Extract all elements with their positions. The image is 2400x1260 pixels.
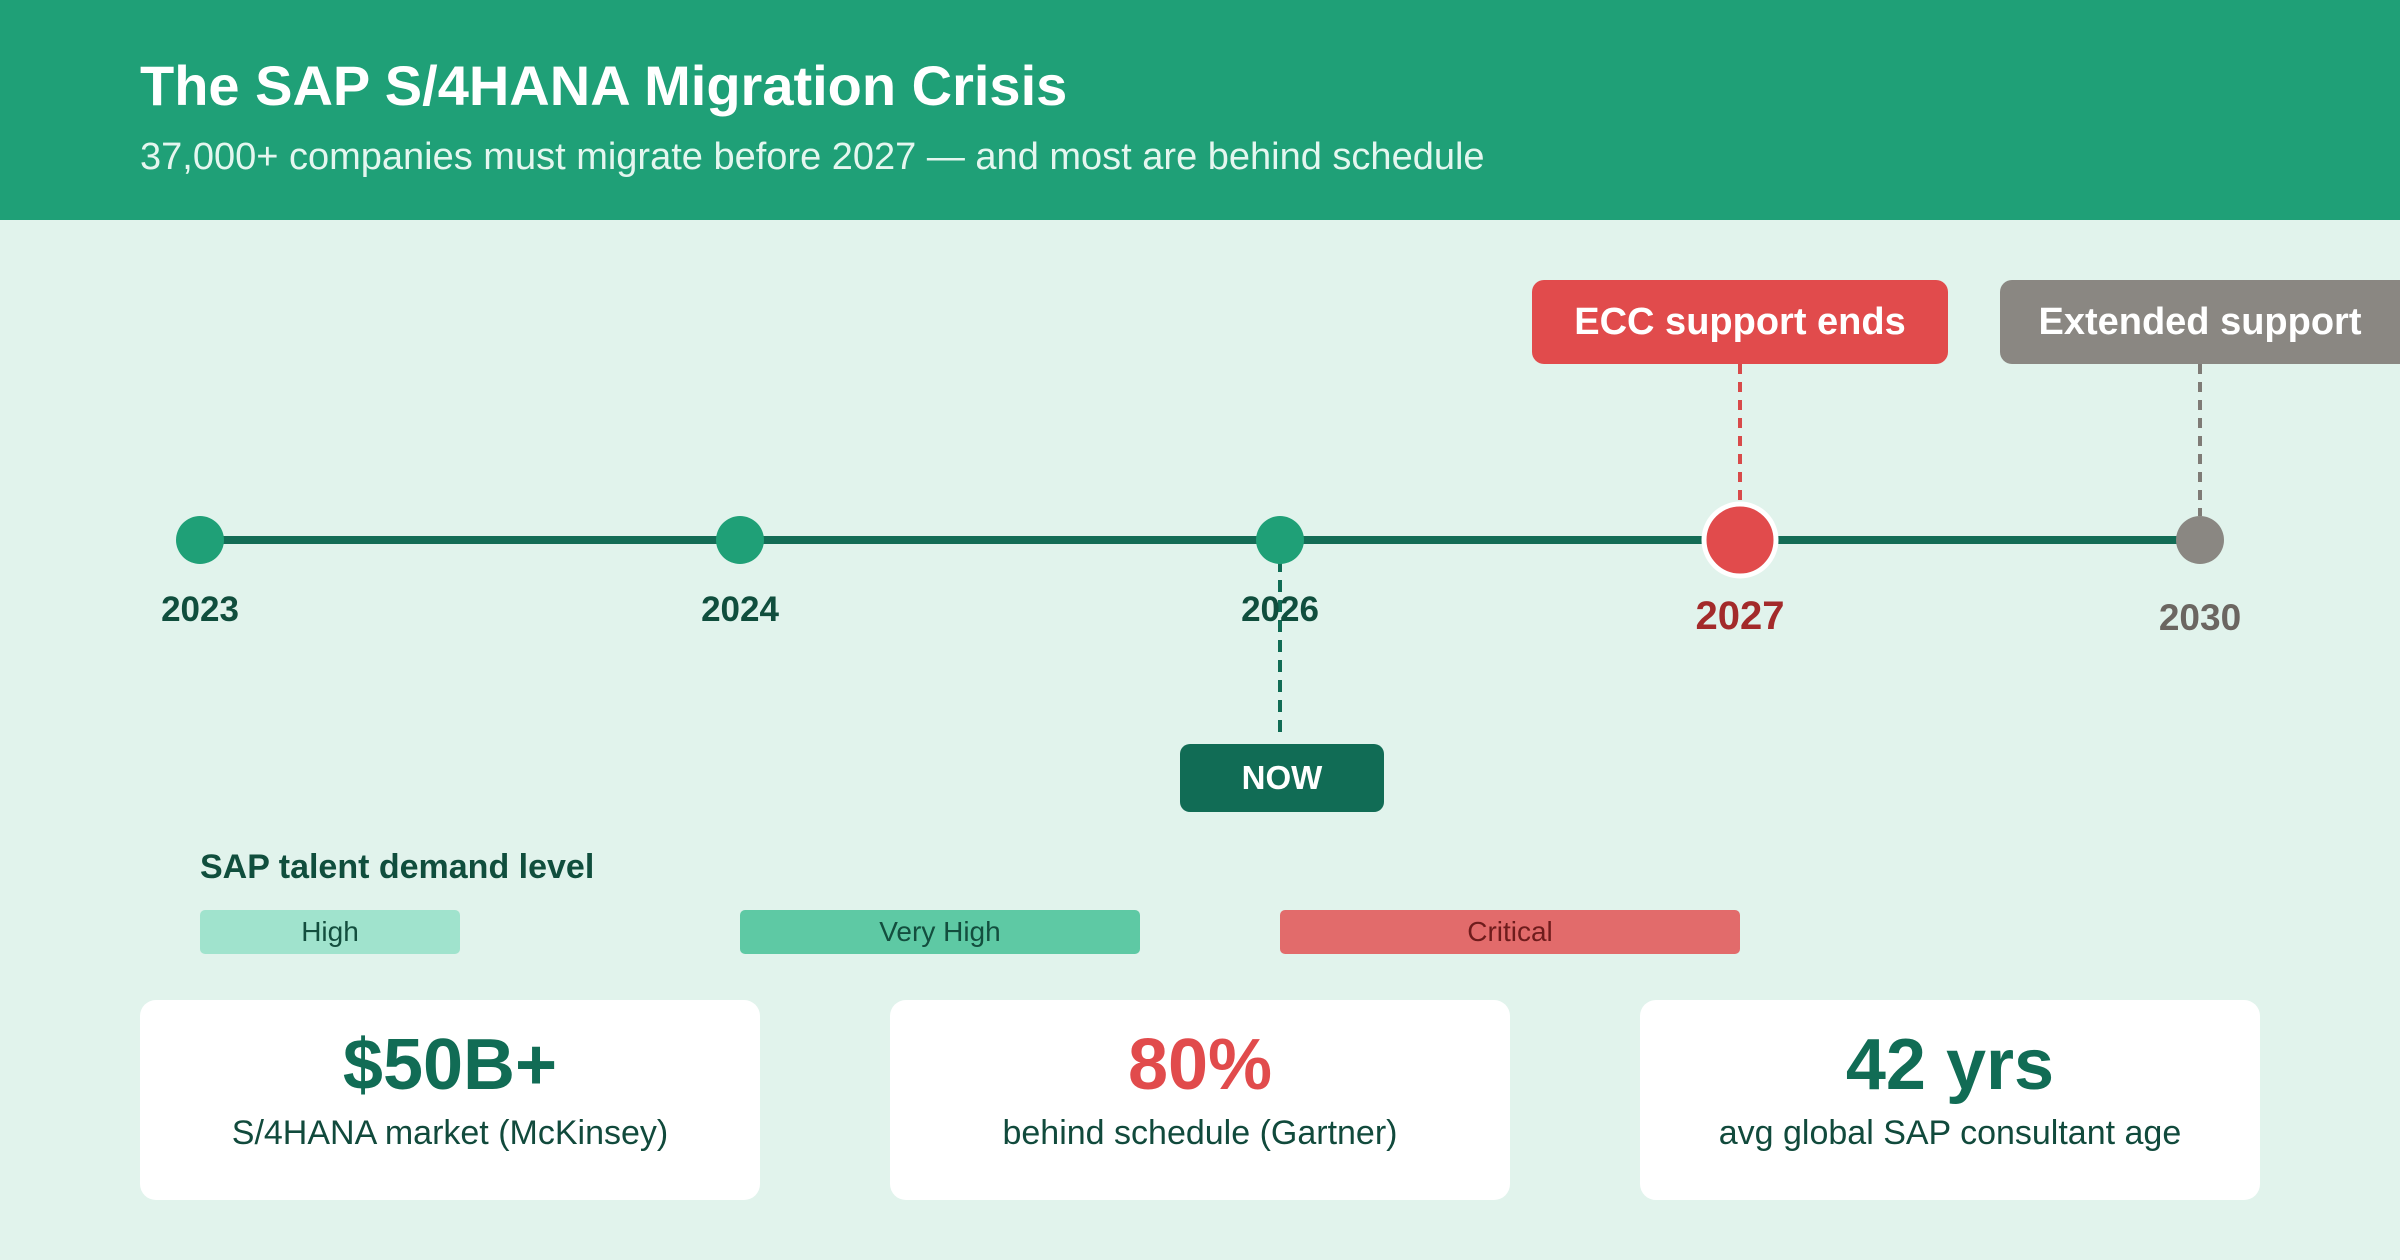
page-title: The SAP S/4HANA Migration Crisis	[140, 54, 1068, 117]
header-banner: The SAP S/4HANA Migration Crisis 37,000+…	[0, 0, 2400, 220]
timeline-dot-2024	[716, 516, 764, 564]
stat-label: avg global SAP consultant age	[1718, 1114, 2182, 1152]
year-label-2023: 2023	[161, 590, 239, 629]
timeline-dot-2026	[1256, 516, 1304, 564]
stat-card-consultant-age: 42 yrs avg global SAP consultant age	[1640, 1000, 2260, 1200]
year-label-2024: 2024	[701, 590, 779, 629]
year-label-2030: 2030	[2158, 597, 2242, 638]
page-subtitle: 37,000+ companies must migrate before 20…	[140, 136, 1485, 178]
ecc-support-ends-callout: ECC support ends	[1532, 280, 1948, 364]
year-label-2026: 2026	[1241, 590, 1319, 629]
timeline-dot-2027	[1701, 501, 1779, 579]
timeline-dot-2023	[176, 516, 224, 564]
demand-bar-critical: Critical	[1280, 910, 1740, 954]
stat-label: behind schedule (Gartner)	[1002, 1114, 1398, 1152]
demand-bar-very-high: Very High	[740, 910, 1140, 954]
stat-label: S/4HANA market (McKinsey)	[231, 1114, 669, 1152]
stat-card-market: $50B+ S/4HANA market (McKinsey)	[140, 1000, 760, 1200]
stat-value: 42 yrs	[1845, 1025, 2055, 1105]
demand-bar-high: High	[200, 910, 460, 954]
stat-value: $50B+	[342, 1025, 558, 1105]
year-label-2027: 2027	[1695, 594, 1785, 638]
stat-value: 80%	[1127, 1025, 1273, 1105]
stat-card-schedule: 80% behind schedule (Gartner)	[890, 1000, 1510, 1200]
demand-level-title: SAP talent demand level	[200, 848, 595, 886]
timeline-dot-2030	[2176, 516, 2224, 564]
extended-support-callout: Extended support	[2000, 280, 2400, 364]
now-badge: NOW	[1180, 744, 1384, 812]
